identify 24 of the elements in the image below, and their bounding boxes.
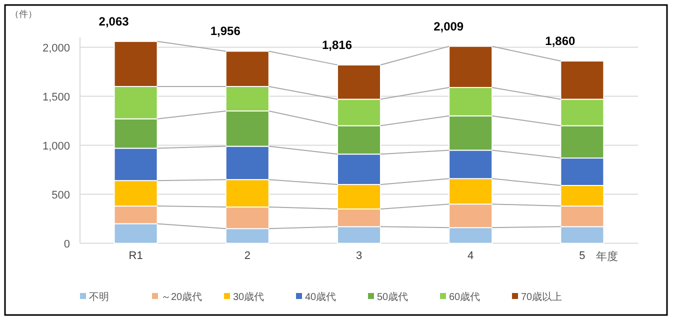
y-axis-title: （件） [10,9,37,19]
legend-label: ～20歳代 [161,291,202,303]
legend-label: 60歳代 [449,291,480,303]
total-label: 1,860 [545,34,576,48]
total-label: 1,956 [210,24,241,38]
y-tick-label: 0 [64,238,70,250]
legend-label: 70歳以上 [521,291,562,303]
y-tick-label: 2,000 [42,42,70,54]
total-label: 2,063 [98,14,130,28]
legend-label: 不明 [89,292,109,303]
x-tick-label: 4 [468,250,474,262]
y-tick-label: 1,000 [42,140,70,152]
total-label: 1,816 [322,38,352,52]
total-label: 2,009 [434,19,464,34]
y-tick-label: 500 [52,189,70,202]
x-tick-label: 5 [579,250,586,262]
x-tick-label: 3 [356,250,362,262]
legend-label: 30歳代 [233,291,264,303]
x-tick-label: R1 [128,250,143,262]
x-axis-title: 年度 [596,250,618,263]
x-tick-label: 2 [244,250,250,262]
legend-label: 50歳代 [377,291,408,303]
legend-label: 40歳代 [305,291,336,303]
y-tick-label: 1,500 [42,91,70,104]
